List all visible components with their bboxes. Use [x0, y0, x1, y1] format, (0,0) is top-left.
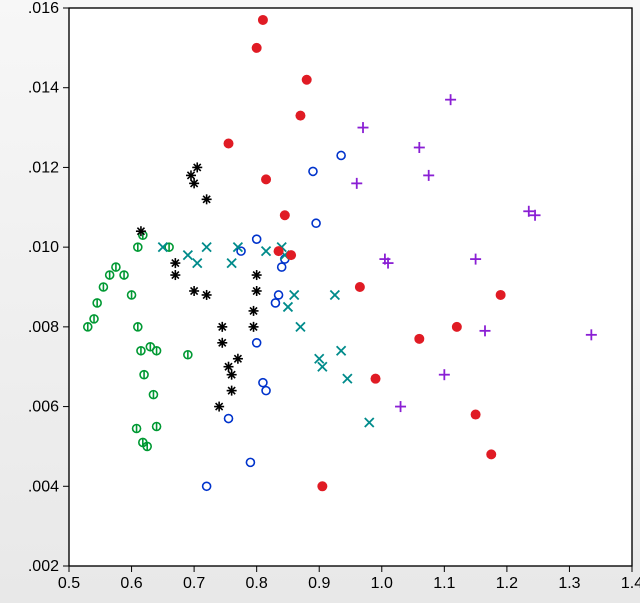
x-tick-label: 1.0	[371, 575, 393, 592]
marker	[261, 174, 271, 184]
chart-container: 0.5 0.6 0.7 0.8 0.9 1.0 1.1 1.2 1.3 1.4 .002 .004 .0…	[0, 0, 640, 603]
y-tick-label: .002	[28, 558, 59, 575]
x-tick-label: 0.8	[246, 575, 268, 592]
marker	[371, 374, 381, 384]
x-tick-label: 1.1	[433, 575, 455, 592]
marker	[317, 481, 327, 491]
x-tick-label: 0.7	[183, 575, 205, 592]
x-tick-label: 1.4	[621, 575, 640, 592]
marker	[486, 449, 496, 459]
plot-area	[69, 8, 632, 566]
marker	[414, 334, 424, 344]
x-tick-label: 1.2	[496, 575, 518, 592]
y-tick-label: .004	[28, 478, 59, 495]
marker	[452, 322, 462, 332]
y-tick-label: .012	[28, 159, 59, 176]
x-tick-label: 0.9	[308, 575, 330, 592]
marker	[224, 139, 234, 149]
marker	[280, 210, 290, 220]
marker	[355, 282, 365, 292]
x-tick-label: 0.6	[120, 575, 142, 592]
y-tick-label: .016	[28, 0, 59, 17]
scatter-chart: 0.5 0.6 0.7 0.8 0.9 1.0 1.1 1.2 1.3 1.4 .002 .004 .0…	[0, 0, 640, 603]
marker	[274, 246, 284, 256]
marker	[252, 43, 262, 53]
x-tick-label: 0.5	[58, 575, 80, 592]
y-tick-label: .010	[28, 239, 59, 256]
marker	[302, 75, 312, 85]
marker	[286, 250, 296, 260]
y-tick-label: .008	[28, 319, 59, 336]
marker	[258, 15, 268, 25]
y-tick-label: .006	[28, 399, 59, 416]
marker	[471, 410, 481, 420]
marker	[496, 290, 506, 300]
marker	[295, 111, 305, 121]
x-tick-label: 1.3	[558, 575, 580, 592]
y-tick-label: .014	[28, 80, 59, 97]
